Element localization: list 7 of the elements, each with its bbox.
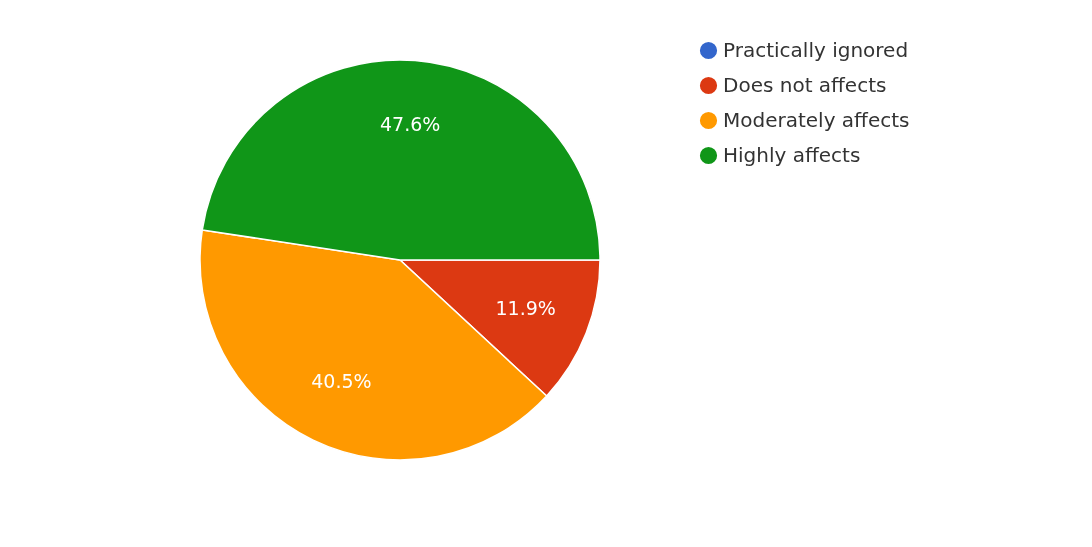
data-label: 47.6% (379, 113, 441, 136)
legend-label: Moderately affects (723, 107, 910, 132)
data-label: 11.9% (495, 297, 556, 320)
legend-label: Highly affects (723, 142, 861, 167)
legend-label: Practically ignored (723, 37, 909, 62)
legend-label: Does not affects (723, 72, 887, 97)
data-label: 40.5% (311, 369, 372, 392)
